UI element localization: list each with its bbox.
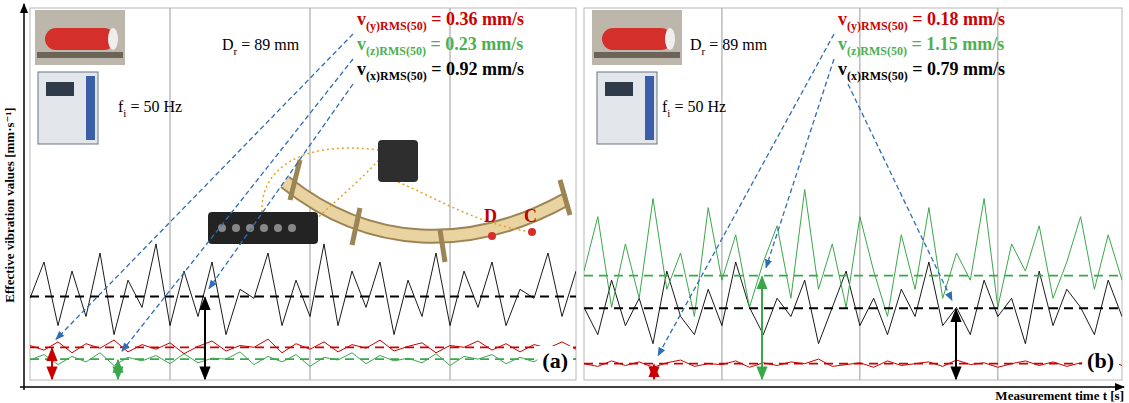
rms-label-part: (y)RMS(50)	[847, 19, 908, 33]
rms-label-part: = 1.15 mm/s	[907, 34, 1004, 54]
panel-title: (a)	[542, 348, 568, 373]
roller-frame	[594, 52, 680, 58]
leader-line	[848, 84, 952, 300]
rms-line	[30, 296, 576, 298]
rms-label-part: (y)RMS(50)	[366, 19, 427, 33]
rms-line	[584, 307, 1122, 309]
roller	[602, 28, 672, 50]
roller-end	[108, 28, 118, 50]
figure: Effective vibration values [mm·s⁻¹] Measu…	[0, 0, 1129, 403]
rms-label-part: (z)RMS(50)	[366, 44, 426, 58]
point-label: C	[524, 206, 537, 226]
rms-label-part: = 0.79 mm/s	[908, 59, 1005, 79]
plot-frame	[30, 8, 576, 380]
inverter-side	[86, 76, 95, 140]
rms-line	[30, 346, 576, 348]
panel: Dr = 89 mmfi = 50 Hzv(y)RMS(50) = 0.18 m…	[584, 8, 1122, 380]
leader-line	[209, 84, 353, 289]
signal-line	[584, 359, 1122, 367]
rms-label-part: = 0.23 mm/s	[426, 34, 523, 54]
analyzer-port	[260, 224, 268, 232]
frequency: fi = 50 Hz	[662, 98, 726, 119]
point-label: D	[484, 206, 497, 226]
rms-label-part: = 0.92 mm/s	[427, 59, 524, 79]
roller-diameter-part: D	[690, 36, 702, 53]
rms-label: v(x)RMS(50) = 0.92 mm/s	[357, 59, 524, 83]
point-marker	[488, 232, 496, 240]
roller-end	[665, 28, 675, 50]
panel: Dr = 89 mmfi = 50 HzDCv(y)RMS(50) = 0.36…	[30, 8, 576, 380]
roller-photo	[592, 10, 682, 65]
inverter	[38, 72, 98, 144]
rms-line	[584, 363, 1122, 365]
point-marker	[528, 228, 536, 236]
inverter-display	[46, 82, 74, 96]
frequency-part: = 50 Hz	[670, 98, 726, 115]
rms-arrow	[204, 298, 206, 379]
leader-line	[658, 34, 834, 356]
roller-diameter-part: = 89 mm	[705, 36, 767, 53]
rms-label-part: = 0.18 mm/s	[908, 9, 1005, 29]
roller	[45, 28, 115, 50]
rms-label: v(z)RMS(50) = 0.23 mm/s	[357, 34, 523, 58]
photos	[35, 10, 570, 262]
rms-label-part: v	[838, 59, 847, 79]
roller-diameter-part: D	[222, 36, 234, 53]
frequency: fi = 50 Hz	[118, 98, 182, 119]
analyzer	[208, 212, 318, 244]
rms-label-part: v	[838, 34, 847, 54]
data-group	[30, 244, 576, 367]
panel-title: (b)	[1087, 348, 1114, 373]
rms-arrow	[653, 365, 655, 379]
analyzer-port	[274, 224, 282, 232]
photos	[592, 10, 682, 144]
conveyor-supports	[290, 160, 570, 262]
plot-frame	[584, 8, 1122, 380]
rms-arrow	[761, 277, 763, 379]
rms-label-part: (x)RMS(50)	[847, 69, 908, 83]
analyzer-port	[288, 224, 296, 232]
roller-frame	[37, 52, 123, 58]
roller-photo	[35, 10, 125, 65]
rms-label: v(z)RMS(50) = 1.15 mm/s	[838, 34, 1004, 58]
x-axis	[20, 386, 1124, 388]
rms-label: v(x)RMS(50) = 0.79 mm/s	[838, 59, 1005, 83]
rms-arrow	[51, 348, 53, 379]
rms-line	[30, 358, 576, 360]
rms-arrow	[955, 309, 957, 379]
rms-label-part: v	[357, 59, 366, 79]
rms-label-part: = 0.36 mm/s	[427, 9, 524, 29]
rms-label-part: v	[357, 34, 366, 54]
rms-label-part: v	[838, 9, 847, 29]
inverter-side	[645, 76, 654, 140]
roller-diameter-part: = 89 mm	[237, 36, 299, 53]
signal-line	[584, 190, 1122, 317]
y-axis-title: Effective vibration values [mm·s⁻¹]	[2, 107, 17, 302]
roller-diameter: Dr = 89 mm	[690, 36, 768, 57]
y-axis	[23, 4, 25, 390]
data-group	[584, 190, 1122, 368]
rms-line	[584, 275, 1122, 277]
rms-label-part: v	[357, 9, 366, 29]
inverter	[597, 72, 657, 144]
roller-diameter: Dr = 89 mm	[222, 36, 300, 57]
rms-label: v(y)RMS(50) = 0.18 mm/s	[838, 9, 1005, 33]
leader-line	[122, 59, 353, 351]
rms-label: v(y)RMS(50) = 0.36 mm/s	[357, 9, 524, 33]
rms-label-part: (x)RMS(50)	[366, 69, 427, 83]
signal-line	[30, 244, 576, 335]
rms-arrow	[117, 360, 119, 379]
sensor	[378, 140, 418, 182]
title-patch	[1082, 346, 1119, 375]
analyzer-port	[232, 224, 240, 232]
inverter-display	[605, 82, 633, 96]
leader-line	[56, 34, 353, 339]
signal-line	[30, 339, 576, 354]
x-axis-title: Measurement time t [s]	[995, 388, 1124, 403]
signal-line	[30, 352, 576, 367]
title-patch	[537, 346, 573, 375]
frequency-part: = 50 Hz	[126, 98, 182, 115]
rms-label-part: (z)RMS(50)	[847, 44, 907, 58]
leader-line	[766, 59, 834, 268]
